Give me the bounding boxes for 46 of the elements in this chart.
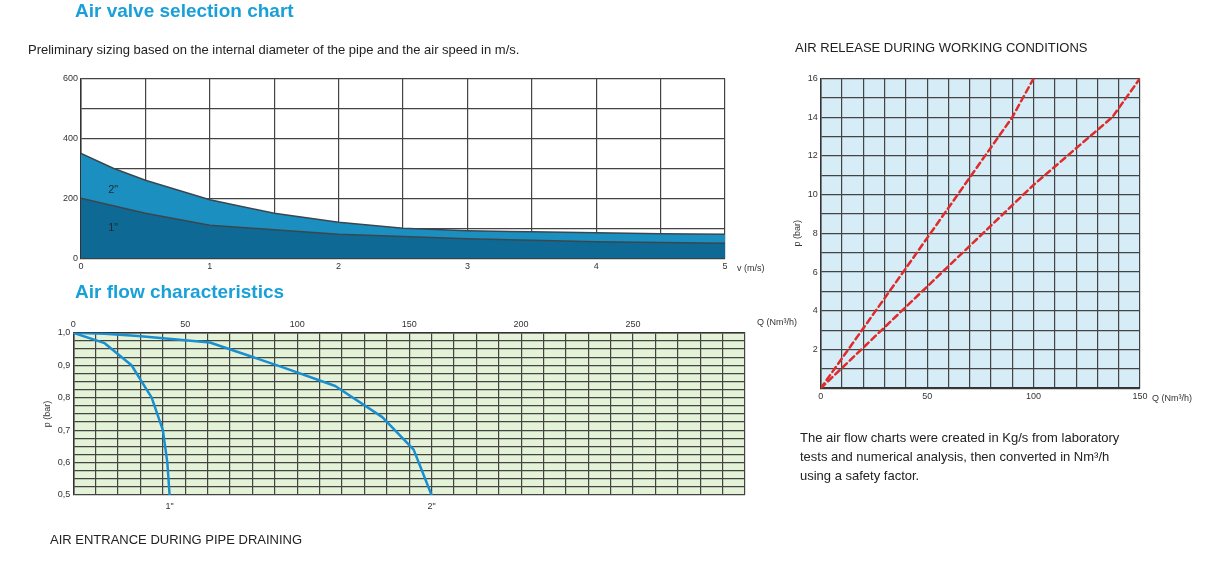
x-tick-label: 100 <box>289 318 305 329</box>
y-tick-label: 200 <box>62 192 79 203</box>
x-tick-label: 1 <box>207 261 213 272</box>
y-tick-label: 8 <box>812 227 818 238</box>
x-tick-label: 50 <box>180 318 191 329</box>
x-axis-title: Q (Nm³/h) <box>1152 392 1192 403</box>
chart-title: Air flow characteristics <box>75 281 285 303</box>
x-axis-title: Q (Nm³/h) <box>757 317 797 328</box>
y-tick-label: 6 <box>812 266 818 277</box>
x-tick-label: 3 <box>464 261 470 272</box>
series-label: 2" <box>427 501 436 512</box>
y-tick-label: 2 <box>812 343 818 354</box>
x-tick-label: 250 <box>625 318 641 329</box>
y-tick-label: 12 <box>807 150 818 161</box>
y-tick-label: 0,7 <box>57 424 71 435</box>
y-tick-label: 0,6 <box>57 457 71 468</box>
y-tick-label: 14 <box>807 111 818 122</box>
series-label: 1" <box>108 220 119 233</box>
chart-title: AIR RELEASE DURING WORKING CONDITIONS <box>795 40 1088 55</box>
x-tick-label: 4 <box>593 261 599 272</box>
y-tick-label: 0,8 <box>57 392 71 403</box>
chart-title: Air valve selection chart <box>75 0 294 22</box>
x-tick-label: 150 <box>1132 391 1148 402</box>
y-tick-label: 600 <box>62 72 79 83</box>
x-tick-label: 50 <box>922 391 933 402</box>
y-tick-label: 0 <box>73 252 79 263</box>
y-axis-title: p (bar) <box>41 400 52 428</box>
y-tick-label: 4 <box>812 305 818 316</box>
x-tick-label: 2 <box>336 261 342 272</box>
y-tick-label: 400 <box>62 132 79 143</box>
y-tick-label: 0,9 <box>57 359 71 370</box>
chart-subtitle: Preliminary sizing based on the internal diameter of the pipe and the air speed in m/s. <box>28 42 520 57</box>
y-tick-label: 16 <box>807 72 818 83</box>
text: AIR ENTRANCE DURING PIPE DRAINING <box>50 531 304 549</box>
y-tick-label: 10 <box>807 189 818 200</box>
x-tick-label: 100 <box>1026 391 1042 402</box>
series-label: 1" <box>165 501 174 512</box>
y-tick-label: 0,5 <box>57 489 71 500</box>
text: The air flow charts were created in Kg/s from laboratory tests and numerical analysis, then converted in Nm³/h using a safety factor. <box>800 429 1121 485</box>
x-tick-label: 5 <box>722 261 728 272</box>
y-axis-title: p (bar) <box>791 220 802 247</box>
y-tick-label: 1,0 <box>57 327 71 338</box>
series-label: 2" <box>108 183 119 196</box>
x-tick-label: 200 <box>513 318 529 329</box>
x-tick-label: 150 <box>401 318 417 329</box>
x-axis-title: v (m/s) <box>737 262 765 273</box>
